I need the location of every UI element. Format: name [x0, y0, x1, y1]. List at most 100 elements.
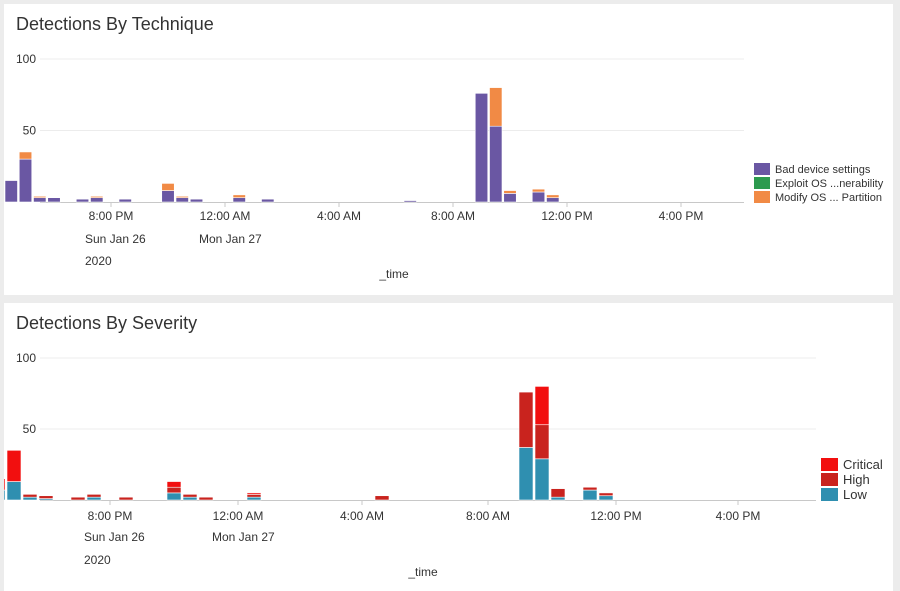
- x-axis-title: _time: [407, 565, 438, 579]
- y-tick-label: 50: [23, 422, 37, 436]
- bar-segment[interactable]: [403, 200, 417, 203]
- bar-segment[interactable]: [518, 447, 534, 501]
- bar-segment[interactable]: [18, 158, 33, 203]
- bar-segment[interactable]: [182, 494, 198, 498]
- legend-label[interactable]: High: [843, 472, 870, 487]
- bar-segment[interactable]: [38, 495, 54, 499]
- bar-segment[interactable]: [474, 93, 489, 203]
- legend-swatch[interactable]: [754, 177, 770, 189]
- x-tick-label: 8:00 PM: [88, 509, 133, 523]
- bar-segment[interactable]: [33, 197, 47, 203]
- bar-segment[interactable]: [531, 188, 546, 193]
- x-tick-label: 4:00 AM: [340, 509, 384, 523]
- bar-segment[interactable]: [118, 496, 134, 501]
- x-tick-label: 8:00 PM: [89, 209, 134, 223]
- bar-segment[interactable]: [161, 190, 175, 203]
- legend-swatch[interactable]: [821, 473, 838, 486]
- bar-segment[interactable]: [182, 496, 198, 501]
- bar-segment[interactable]: [90, 197, 104, 203]
- bar-segment[interactable]: [4, 478, 6, 491]
- severity-panel: Detections By Severity 50 100 8:00 PM Sun J…: [4, 303, 893, 591]
- bar-segment[interactable]: [503, 190, 517, 194]
- bar-segment[interactable]: [546, 194, 560, 199]
- legend-label[interactable]: Bad device settings: [775, 164, 871, 176]
- x-axis-title: _time: [378, 267, 409, 281]
- x-tick-label: 4:00 AM: [317, 209, 361, 223]
- x-tick-label: 8:00 AM: [466, 509, 510, 523]
- bar-segment[interactable]: [166, 492, 182, 501]
- bar-segment[interactable]: [6, 481, 22, 501]
- bar-segment[interactable]: [18, 151, 33, 160]
- bar-segment[interactable]: [246, 496, 262, 501]
- bar-segment[interactable]: [161, 183, 175, 191]
- x-year-label: 2020: [85, 254, 112, 268]
- bar-segment[interactable]: [534, 458, 550, 501]
- technique-chart-title: Detections By Technique: [16, 14, 214, 34]
- bar-segment[interactable]: [546, 197, 560, 203]
- bar-segment[interactable]: [550, 488, 566, 498]
- x-tick-label: 12:00 AM: [213, 509, 264, 523]
- bar-segment[interactable]: [47, 197, 61, 203]
- x-tick-label: 12:00 PM: [590, 509, 641, 523]
- bar-segment[interactable]: [75, 198, 90, 203]
- x-tick-label: 4:00 PM: [659, 209, 704, 223]
- bar-segment[interactable]: [518, 391, 534, 448]
- bar-segment[interactable]: [175, 197, 189, 203]
- legend-label[interactable]: Critical: [843, 457, 883, 472]
- bar-segment[interactable]: [534, 424, 550, 460]
- bar-segment[interactable]: [550, 496, 566, 501]
- x-year-label: 2020: [84, 553, 111, 567]
- y-tick-label: 50: [23, 124, 37, 138]
- bar-segment[interactable]: [534, 386, 550, 426]
- legend-swatch[interactable]: [821, 488, 838, 501]
- bar-segment[interactable]: [598, 492, 614, 497]
- y-tick-label: 100: [16, 52, 36, 66]
- bar-segment[interactable]: [33, 195, 47, 199]
- bar-segment[interactable]: [86, 496, 102, 501]
- technique-panel: Detections By Technique 50 100 8:00 PM Sun …: [4, 4, 893, 295]
- x-date-label: Sun Jan 26: [85, 232, 146, 246]
- bar-segment[interactable]: [4, 489, 6, 501]
- bar-segment[interactable]: [86, 494, 102, 498]
- technique-chart: 50 100 8:00 PM Sun Jan 26 2020 12:00 AM Mon Ja…: [4, 52, 884, 281]
- y-tick-label: 100: [16, 351, 36, 365]
- bar-segment[interactable]: [261, 198, 275, 203]
- x-tick-label: 8:00 AM: [431, 209, 475, 223]
- legend-swatch[interactable]: [821, 458, 838, 471]
- bar-segment[interactable]: [246, 492, 262, 495]
- bar-segment[interactable]: [22, 494, 38, 498]
- bar-segment[interactable]: [6, 450, 22, 482]
- bar-segment[interactable]: [118, 198, 132, 203]
- bar-segment[interactable]: [166, 481, 182, 488]
- legend-label[interactable]: Modify OS ... Partition: [775, 192, 882, 204]
- legend-swatch[interactable]: [754, 191, 770, 203]
- x-tick-label: 12:00 PM: [541, 209, 592, 223]
- bar-segment[interactable]: [4, 180, 18, 203]
- bar-segment[interactable]: [582, 486, 598, 491]
- bar-segment[interactable]: [246, 494, 262, 498]
- bar-segment[interactable]: [598, 495, 614, 501]
- bar-segment[interactable]: [489, 125, 503, 203]
- legend-label[interactable]: Low: [843, 487, 867, 502]
- bar-segment[interactable]: [175, 195, 189, 199]
- bar-segment[interactable]: [232, 197, 246, 203]
- bar-segment[interactable]: [90, 195, 104, 199]
- bar-segment[interactable]: [22, 496, 38, 501]
- x-date-label: Sun Jan 26: [84, 530, 145, 544]
- severity-chart: 50 100 8:00 PM Sun Jan 26 2020 12:00 AM Mon Ja…: [4, 351, 883, 579]
- bar-segment[interactable]: [582, 489, 598, 501]
- bar-segment[interactable]: [198, 496, 214, 501]
- x-date-label: Mon Jan 27: [199, 232, 262, 246]
- legend-label[interactable]: Exploit OS ...nerability: [775, 178, 884, 190]
- bar-segment[interactable]: [531, 191, 546, 203]
- bar-segment[interactable]: [374, 495, 390, 501]
- legend-swatch[interactable]: [754, 163, 770, 175]
- bar-segment[interactable]: [166, 486, 182, 494]
- bar-segment[interactable]: [70, 496, 86, 501]
- bar-segment[interactable]: [503, 193, 517, 203]
- bar-segment[interactable]: [489, 87, 503, 127]
- x-tick-label: 4:00 PM: [716, 509, 761, 523]
- severity-chart-title: Detections By Severity: [16, 313, 198, 333]
- bar-segment[interactable]: [189, 198, 204, 203]
- bar-segment[interactable]: [232, 194, 246, 199]
